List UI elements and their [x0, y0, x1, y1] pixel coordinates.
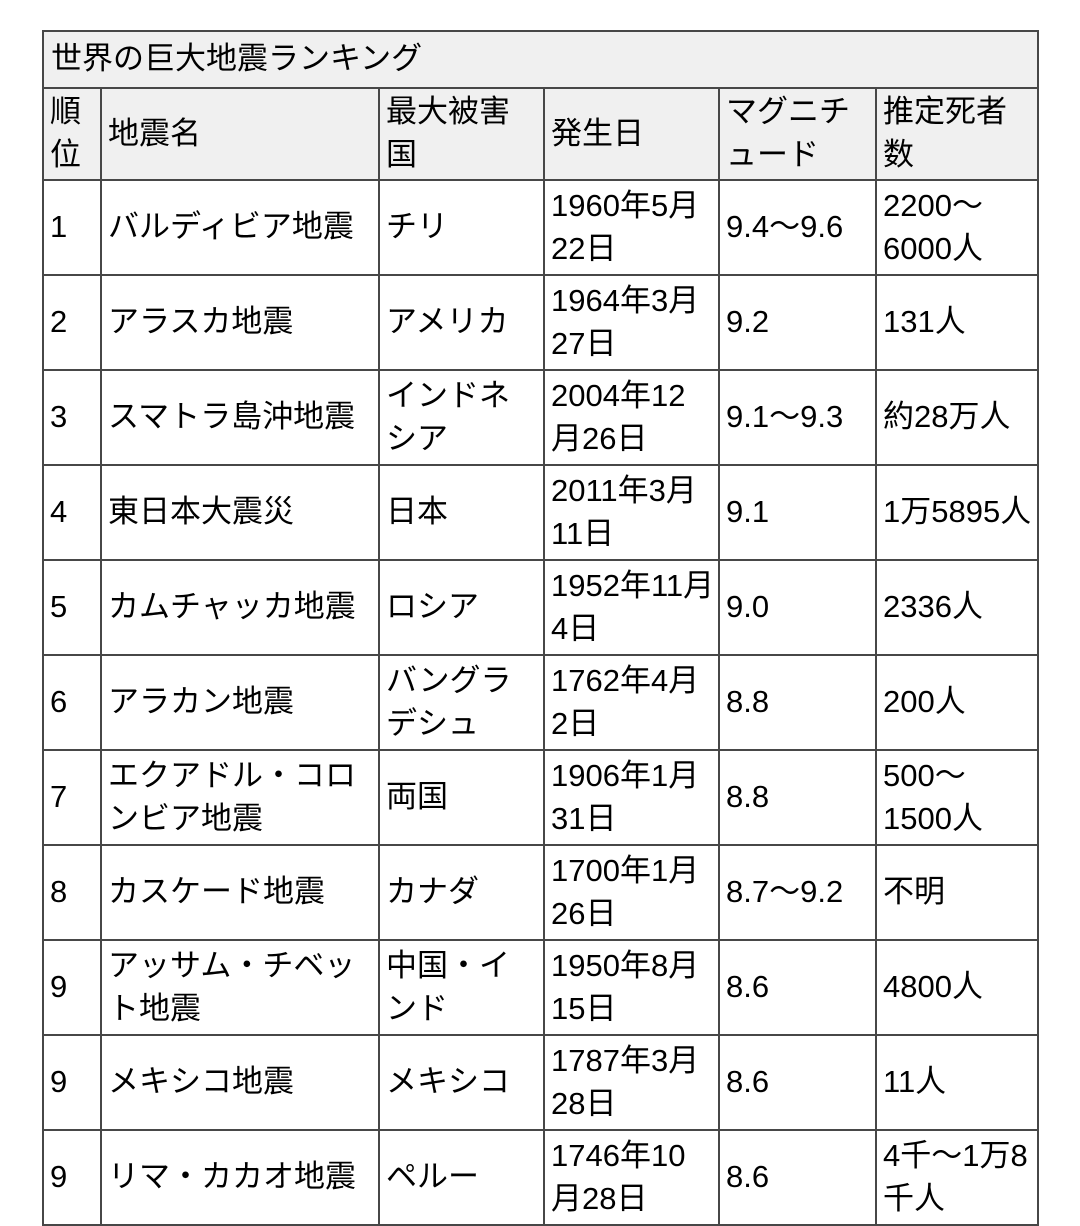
cell-magnitude: 9.1〜9.3	[718, 369, 877, 466]
cell-country: インドネシア	[378, 369, 545, 466]
cell-deaths: 2336人	[874, 559, 1040, 656]
cell-country: アメリカ	[378, 274, 545, 371]
col-header-name: 地震名	[100, 87, 380, 181]
cell-country: 日本	[378, 464, 545, 561]
cell-country: ロシア	[378, 559, 545, 656]
table-row: 4 東日本大震災 日本 2011年3月11日 9.1 1万5895人	[42, 464, 1040, 561]
cell-deaths: 131人	[874, 274, 1040, 371]
table-row: 2 アラスカ地震 アメリカ 1964年3月27日 9.2 131人	[42, 274, 1040, 371]
cell-magnitude: 8.6	[718, 1034, 877, 1131]
cell-magnitude: 8.6	[718, 1129, 877, 1226]
cell-date: 2011年3月11日	[543, 464, 720, 561]
cell-rank: 5	[42, 559, 102, 656]
table-row: 9 アッサム・チベット地震 中国・インド 1950年8月15日 8.6 4800…	[42, 939, 1040, 1036]
table-row: 3 スマトラ島沖地震 インドネシア 2004年12月26日 9.1〜9.3 約2…	[42, 369, 1040, 466]
cell-magnitude: 9.1	[718, 464, 877, 561]
col-header-country: 最大被害国	[378, 87, 545, 181]
col-header-magnitude: マグニチュード	[718, 87, 877, 181]
cell-date: 1960年5月22日	[543, 179, 720, 276]
table-header-row: 順位 地震名 最大被害国 発生日 マグニチュード 推定死者数	[42, 87, 1040, 181]
col-header-rank: 順位	[42, 87, 102, 181]
cell-country: 中国・インド	[378, 939, 545, 1036]
cell-date: 1762年4月2日	[543, 654, 720, 751]
cell-name: アッサム・チベット地震	[100, 939, 380, 1036]
earthquake-ranking-table: 世界の巨大地震ランキング 順位 地震名 最大被害国 発生日 マグニチュード 推定…	[41, 30, 1040, 1226]
cell-country: カナダ	[378, 844, 545, 941]
cell-date: 2004年12月26日	[543, 369, 720, 466]
cell-deaths: 1万5895人	[874, 464, 1040, 561]
cell-magnitude: 9.4〜9.6	[718, 179, 877, 276]
cell-rank: 3	[42, 369, 102, 466]
cell-deaths: 2200〜6000人	[874, 179, 1040, 276]
cell-magnitude: 8.7〜9.2	[718, 844, 877, 941]
cell-country: バングラデシュ	[378, 654, 545, 751]
cell-date: 1787年3月28日	[543, 1034, 720, 1131]
cell-name: エクアドル・コロンビア地震	[100, 749, 380, 846]
cell-date: 1746年10月28日	[543, 1129, 720, 1226]
cell-name: アラスカ地震	[100, 274, 380, 371]
cell-rank: 2	[42, 274, 102, 371]
cell-magnitude: 9.2	[718, 274, 877, 371]
col-header-date: 発生日	[543, 87, 720, 181]
cell-rank: 8	[42, 844, 102, 941]
cell-rank: 9	[42, 939, 102, 1036]
cell-name: メキシコ地震	[100, 1034, 380, 1131]
cell-country: ペルー	[378, 1129, 545, 1226]
cell-rank: 9	[42, 1034, 102, 1131]
cell-deaths: 4800人	[874, 939, 1040, 1036]
cell-rank: 1	[42, 179, 102, 276]
cell-rank: 7	[42, 749, 102, 846]
cell-deaths: 200人	[874, 654, 1040, 751]
table-row: 9 リマ・カカオ地震 ペルー 1746年10月28日 8.6 4千〜1万8千人	[42, 1129, 1040, 1226]
table-row: 6 アラカン地震 バングラデシュ 1762年4月2日 8.8 200人	[42, 654, 1040, 751]
cell-deaths: 11人	[874, 1034, 1040, 1131]
cell-country: メキシコ	[378, 1034, 545, 1131]
cell-name: 東日本大震災	[100, 464, 380, 561]
table-row: 5 カムチャッカ地震 ロシア 1952年11月4日 9.0 2336人	[42, 559, 1040, 656]
cell-magnitude: 8.6	[718, 939, 877, 1036]
cell-date: 1700年1月26日	[543, 844, 720, 941]
cell-date: 1950年8月15日	[543, 939, 720, 1036]
cell-name: アラカン地震	[100, 654, 380, 751]
cell-rank: 9	[42, 1129, 102, 1226]
cell-rank: 4	[42, 464, 102, 561]
cell-deaths: 不明	[874, 844, 1040, 941]
cell-deaths: 約28万人	[874, 369, 1040, 466]
table-title: 世界の巨大地震ランキング	[41, 30, 1040, 89]
cell-deaths: 500〜1500人	[874, 749, 1040, 846]
table-row: 8 カスケード地震 カナダ 1700年1月26日 8.7〜9.2 不明	[42, 844, 1040, 941]
cell-country: 両国	[378, 749, 545, 846]
cell-date: 1906年1月31日	[543, 749, 720, 846]
cell-magnitude: 8.8	[718, 654, 877, 751]
cell-magnitude: 8.8	[718, 749, 877, 846]
table-row: 9 メキシコ地震 メキシコ 1787年3月28日 8.6 11人	[42, 1034, 1040, 1131]
cell-name: スマトラ島沖地震	[100, 369, 380, 466]
cell-magnitude: 9.0	[718, 559, 877, 656]
table-title-row: 世界の巨大地震ランキング	[41, 30, 1040, 89]
cell-name: バルディビア地震	[100, 179, 380, 276]
cell-date: 1964年3月27日	[543, 274, 720, 371]
table-row: 7 エクアドル・コロンビア地震 両国 1906年1月31日 8.8 500〜15…	[42, 749, 1040, 846]
cell-deaths: 4千〜1万8千人	[874, 1129, 1040, 1226]
cell-name: リマ・カカオ地震	[100, 1129, 380, 1226]
col-header-deaths: 推定死者数	[874, 87, 1040, 181]
cell-name: カムチャッカ地震	[100, 559, 380, 656]
table-row: 1 バルディビア地震 チリ 1960年5月22日 9.4〜9.6 2200〜60…	[42, 179, 1040, 276]
cell-country: チリ	[378, 179, 545, 276]
cell-rank: 6	[42, 654, 102, 751]
cell-date: 1952年11月4日	[543, 559, 720, 656]
cell-name: カスケード地震	[100, 844, 380, 941]
